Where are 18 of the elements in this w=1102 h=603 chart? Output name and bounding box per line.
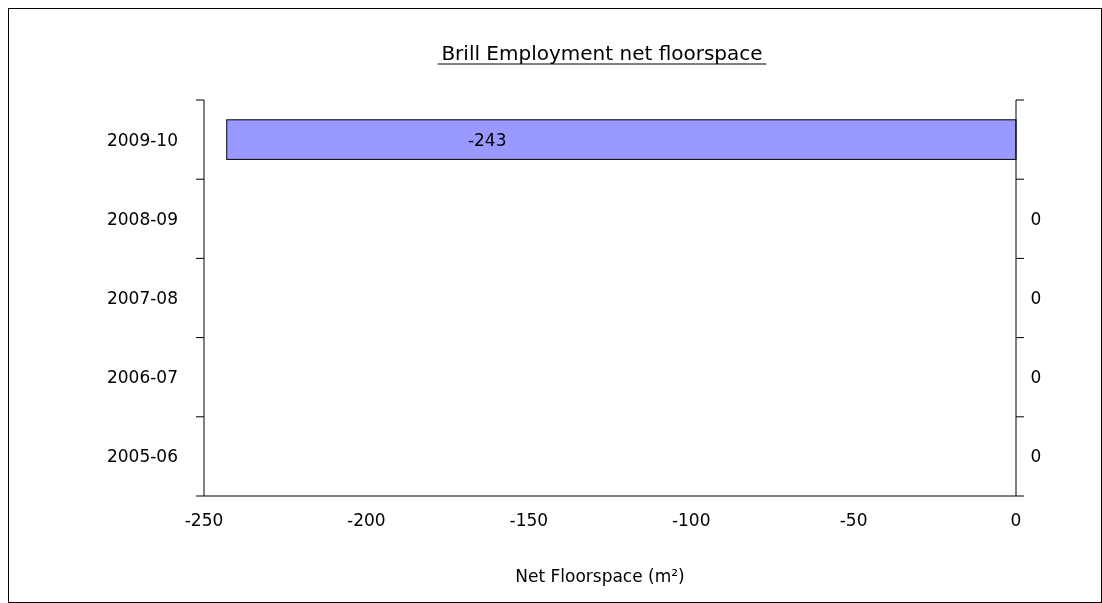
data-label: 0 <box>1030 208 1042 229</box>
data-label: 0 <box>1030 367 1042 388</box>
x-tick-label: -150 <box>509 510 549 530</box>
x-tick-label: -200 <box>347 510 386 530</box>
chart-title: Brill Employment net floorspace <box>441 41 763 65</box>
y-tick-label: 2007-08 <box>106 287 178 308</box>
y-tick-label: 2009-10 <box>106 129 178 150</box>
x-tick-label: 0 <box>1010 510 1022 530</box>
data-label: 0 <box>1030 446 1042 467</box>
data-label: 0 <box>1030 287 1042 308</box>
x-tick-label: -50 <box>839 510 868 530</box>
x-tick-label: -100 <box>671 510 711 530</box>
y-tick-label: 2005-06 <box>106 446 178 467</box>
x-tick-label: -250 <box>184 510 224 530</box>
y-tick-label: 2008-09 <box>106 208 178 229</box>
x-axis-title: Net Floorspace (m²) <box>515 566 685 586</box>
data-label: -243 <box>467 129 507 150</box>
y-tick-label: 2006-07 <box>106 367 178 388</box>
